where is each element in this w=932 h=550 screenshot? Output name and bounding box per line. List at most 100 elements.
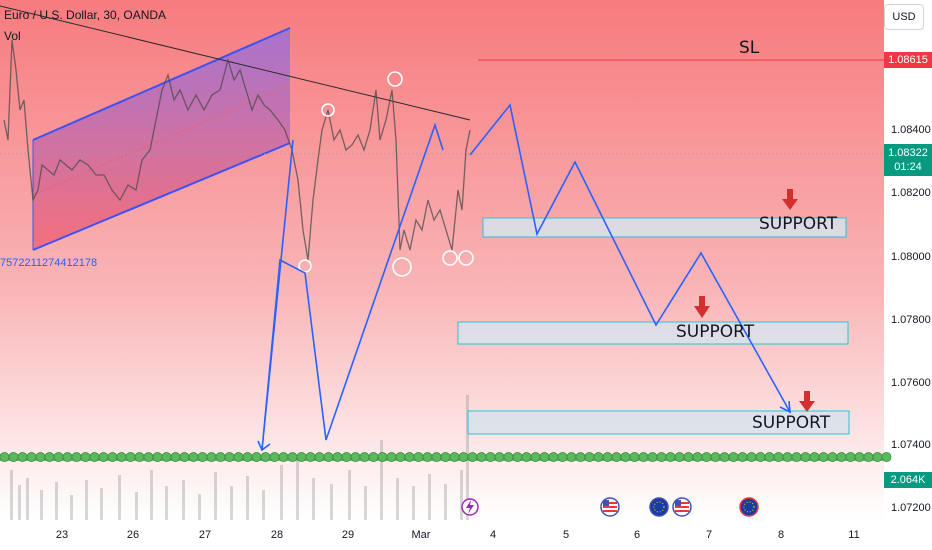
date-tick: 4 [489, 529, 497, 541]
price-tick: 1.07600 [891, 377, 931, 389]
price-tick: 1.08000 [891, 251, 931, 263]
us-flag-icon[interactable] [672, 497, 692, 517]
support-label-1: SUPPORT [759, 214, 838, 234]
support-wave-scallop [404, 452, 415, 462]
currency-button[interactable]: USD [884, 4, 924, 30]
support-wave-scallop [548, 452, 559, 462]
swing-circle [298, 259, 312, 273]
date-tick: 5 [562, 529, 570, 541]
date-tick: 11 [848, 529, 860, 541]
support-wave-scallop [17, 452, 28, 462]
support-wave-scallop [422, 452, 433, 462]
support-wave-scallop [602, 452, 613, 462]
support-wave-scallop [134, 452, 145, 462]
support-wave-scallop [458, 452, 469, 462]
price-candles [3, 39, 471, 261]
support-wave-scallop [764, 452, 775, 462]
price-projection-path-future[interactable] [469, 103, 791, 413]
support-wave-scallop [710, 452, 721, 462]
date-tick: 8 [777, 529, 785, 541]
support-wave-scallop [314, 452, 325, 462]
support-zone-2[interactable] [457, 321, 849, 345]
support-wave-scallop [530, 452, 541, 462]
support-wave-scallop [377, 452, 388, 462]
support-wave-scallop [269, 452, 280, 462]
support-wave-scallop [818, 452, 829, 462]
support-wave-scallop [692, 452, 703, 462]
channel-lower-line[interactable] [32, 142, 291, 251]
support-wave-scallop [791, 452, 802, 462]
support-wave-scallop [629, 452, 640, 462]
support-wave-scallop [35, 452, 46, 462]
support-wave-scallop [782, 452, 793, 462]
support-wave-scallop [62, 452, 73, 462]
eu-flag-icon[interactable] [739, 497, 759, 517]
down-arrow-icon[interactable] [799, 391, 815, 412]
support-label-3: SUPPORT [752, 413, 831, 433]
support-wave-scallop [26, 452, 37, 462]
support-wave[interactable] [0, 452, 892, 462]
price-tick: 1.07800 [891, 314, 931, 326]
support-wave-scallop [305, 452, 316, 462]
channel-mid-line [32, 84, 291, 196]
support-zone-1[interactable] [482, 217, 847, 238]
support-wave-scallop [494, 452, 505, 462]
support-wave-scallop [224, 452, 235, 462]
support-wave-scallop [656, 452, 667, 462]
support-wave-scallop [242, 452, 253, 462]
support-wave-scallop [395, 452, 406, 462]
support-wave-scallop [584, 452, 595, 462]
volume-value-label: 2.064K [884, 472, 932, 488]
volume-bars [10, 395, 469, 520]
support-wave-scallop [287, 452, 298, 462]
descending-trendline[interactable] [0, 5, 471, 121]
price-tick: 1.08400 [891, 124, 931, 136]
support-wave-scallop [512, 452, 523, 462]
support-wave-scallop [449, 452, 460, 462]
support-wave-scallop [323, 452, 334, 462]
support-wave-scallop [359, 452, 370, 462]
support-wave-scallop [611, 452, 622, 462]
swing-point-circles [298, 71, 474, 277]
us-flag-icon[interactable] [600, 497, 620, 517]
support-wave-scallop [467, 452, 478, 462]
support-wave-scallop [107, 452, 118, 462]
chart-title: Euro / U.S. Dollar, 30, OANDA [4, 8, 167, 22]
support-zone-3[interactable] [467, 410, 850, 435]
channel-upper-line[interactable] [32, 27, 291, 141]
support-wave-scallop [368, 452, 379, 462]
support-wave-scallop [683, 452, 694, 462]
support-wave-scallop [188, 452, 199, 462]
support-wave-scallop [755, 452, 766, 462]
support-wave-scallop [719, 452, 730, 462]
channel-fill[interactable] [33, 28, 290, 250]
support-wave-scallop [701, 452, 712, 462]
support-wave-scallop [125, 452, 136, 462]
eu-flag-icon[interactable] [649, 497, 669, 517]
support-wave-scallop [215, 452, 226, 462]
support-wave-scallop [413, 452, 424, 462]
support-wave-scallop [251, 452, 262, 462]
support-wave-scallop [809, 452, 820, 462]
support-wave-scallop [44, 452, 55, 462]
price-tick: 1.07400 [891, 439, 931, 451]
support-wave-scallop [845, 452, 856, 462]
support-wave-scallop [296, 452, 307, 462]
lightning-icon[interactable] [461, 498, 479, 516]
support-wave-scallop [854, 452, 865, 462]
support-wave-scallop [332, 452, 343, 462]
support-wave-scallop [863, 452, 874, 462]
support-wave-scallop [827, 452, 838, 462]
swing-circle [321, 103, 335, 117]
support-wave-scallop [557, 452, 568, 462]
down-arrow-icon[interactable] [694, 296, 710, 318]
support-wave-scallop [341, 452, 352, 462]
support-wave-scallop [386, 452, 397, 462]
projection-arrow-head [257, 440, 271, 452]
chart-background [0, 0, 884, 520]
down-arrow-icon[interactable] [782, 189, 798, 210]
date-axis-panel [0, 520, 884, 550]
support-wave-scallop [746, 452, 757, 462]
support-wave-scallop [728, 452, 739, 462]
